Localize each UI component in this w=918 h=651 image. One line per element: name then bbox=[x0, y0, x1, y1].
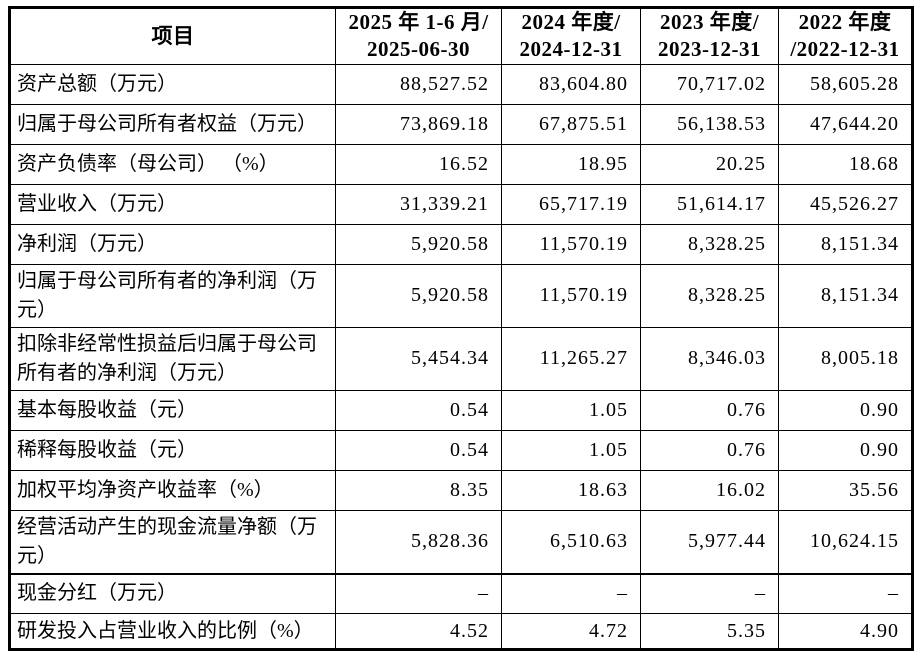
value-cell: 0.54 bbox=[335, 429, 502, 471]
value-cell: 11,570.19 bbox=[501, 223, 641, 265]
value-cell: 5,828.36 bbox=[335, 509, 502, 575]
value-cell: 11,570.19 bbox=[501, 263, 641, 328]
value-cell: 88,527.52 bbox=[335, 63, 502, 105]
value-cell: 0.76 bbox=[640, 429, 779, 471]
value-cell: 5,977.44 bbox=[640, 509, 779, 575]
row-label: 加权平均净资产收益率（%） bbox=[9, 469, 336, 511]
value-cell: 4.72 bbox=[501, 613, 641, 651]
value-cell: 51,614.17 bbox=[640, 183, 779, 225]
table-row-total-assets: 资产总额（万元） 88,527.52 83,604.80 70,717.02 5… bbox=[9, 63, 913, 105]
value-cell: 18.63 bbox=[501, 469, 641, 511]
period-line2: 2023-12-31 bbox=[658, 37, 761, 62]
value-cell: – bbox=[640, 572, 779, 615]
row-label: 净利润（万元） bbox=[9, 223, 336, 265]
row-label: 归属于母公司所有者权益（万元） bbox=[9, 103, 336, 145]
value-cell: 10,624.15 bbox=[778, 509, 913, 575]
row-label: 现金分红（万元） bbox=[9, 572, 336, 615]
value-cell: 1.05 bbox=[501, 389, 641, 431]
period-line2: /2022-12-31 bbox=[790, 37, 900, 62]
value-cell: 5,454.34 bbox=[335, 326, 502, 391]
value-cell: 5,920.58 bbox=[335, 263, 502, 328]
value-cell: 35.56 bbox=[778, 469, 913, 511]
value-cell: 0.54 bbox=[335, 389, 502, 431]
value-cell: 8.35 bbox=[335, 469, 502, 511]
table-row-weighted-roe: 加权平均净资产收益率（%） 8.35 18.63 16.02 35.56 bbox=[9, 469, 913, 511]
col-header-period-2024: 2024 年度/ 2024-12-31 bbox=[501, 7, 641, 65]
financial-summary-table: 项目 2025 年 1-6 月/ 2025-06-30 2024 年度/ 202… bbox=[8, 6, 914, 651]
table-row-diluted-eps: 稀释每股收益（元） 0.54 1.05 0.76 0.90 bbox=[9, 429, 913, 471]
table-row-deducted-net-profit: 扣除非经常性损益后归属于母公司所有者的净利润（万元） 5,454.34 11,2… bbox=[9, 326, 913, 391]
value-cell: 4.90 bbox=[778, 613, 913, 651]
value-cell: 16.02 bbox=[640, 469, 779, 511]
value-cell: 1.05 bbox=[501, 429, 641, 471]
table-row-cash-dividend: 现金分红（万元） – – – – bbox=[9, 572, 913, 615]
value-cell: 83,604.80 bbox=[501, 63, 641, 105]
value-cell: 56,138.53 bbox=[640, 103, 779, 145]
value-cell: 58,605.28 bbox=[778, 63, 913, 105]
header-row: 项目 2025 年 1-6 月/ 2025-06-30 2024 年度/ 202… bbox=[9, 7, 913, 65]
value-cell: 0.90 bbox=[778, 389, 913, 431]
row-label: 基本每股收益（元） bbox=[9, 389, 336, 431]
value-cell: 8,328.25 bbox=[640, 223, 779, 265]
period-line1: 2022 年度 bbox=[798, 10, 892, 34]
row-label: 营业收入（万元） bbox=[9, 183, 336, 225]
row-label: 扣除非经常性损益后归属于母公司所有者的净利润（万元） bbox=[9, 326, 336, 391]
value-cell: 8,328.25 bbox=[640, 263, 779, 328]
period-line1: 2025 年 1-6 月/ bbox=[348, 10, 489, 34]
value-cell: 70,717.02 bbox=[640, 63, 779, 105]
table-row-debt-ratio: 资产负债率（母公司） （%） 16.52 18.95 20.25 18.68 bbox=[9, 143, 913, 185]
period-line2: 2025-06-30 bbox=[367, 37, 470, 62]
value-cell: 4.52 bbox=[335, 613, 502, 651]
table-row-operating-cash-flow: 经营活动产生的现金流量净额（万元） 5,828.36 6,510.63 5,97… bbox=[9, 509, 913, 575]
table-row-basic-eps: 基本每股收益（元） 0.54 1.05 0.76 0.90 bbox=[9, 389, 913, 431]
row-label: 研发投入占营业收入的比例（%） bbox=[9, 613, 336, 651]
value-cell: 18.95 bbox=[501, 143, 641, 185]
value-cell: 67,875.51 bbox=[501, 103, 641, 145]
value-cell: 5.35 bbox=[640, 613, 779, 651]
value-cell: 65,717.19 bbox=[501, 183, 641, 225]
value-cell: 47,644.20 bbox=[778, 103, 913, 145]
value-cell: – bbox=[778, 572, 913, 615]
value-cell: 16.52 bbox=[335, 143, 502, 185]
col-header-period-2023: 2023 年度/ 2023-12-31 bbox=[640, 7, 779, 65]
period-line1: 2024 年度/ bbox=[521, 10, 621, 34]
table-row-revenue: 营业收入（万元） 31,339.21 65,717.19 51,614.17 4… bbox=[9, 183, 913, 225]
table-row-net-profit: 净利润（万元） 5,920.58 11,570.19 8,328.25 8,15… bbox=[9, 223, 913, 265]
col-header-period-2022: 2022 年度 /2022-12-31 bbox=[778, 7, 913, 65]
value-cell: 8,151.34 bbox=[778, 263, 913, 328]
value-cell: 5,920.58 bbox=[335, 223, 502, 265]
value-cell: 0.76 bbox=[640, 389, 779, 431]
financial-summary-table-container: 项目 2025 年 1-6 月/ 2025-06-30 2024 年度/ 202… bbox=[8, 6, 914, 651]
value-cell: 45,526.27 bbox=[778, 183, 913, 225]
row-label: 归属于母公司所有者的净利润（万元） bbox=[9, 263, 336, 328]
period-line2: 2024-12-31 bbox=[519, 37, 623, 62]
value-cell: 8,346.03 bbox=[640, 326, 779, 391]
col-header-item: 项目 bbox=[9, 7, 336, 65]
value-cell: 31,339.21 bbox=[335, 183, 502, 225]
table-row-rd-ratio: 研发投入占营业收入的比例（%） 4.52 4.72 5.35 4.90 bbox=[9, 613, 913, 651]
value-cell: 20.25 bbox=[640, 143, 779, 185]
value-cell: 11,265.27 bbox=[501, 326, 641, 391]
row-label: 资产负债率（母公司） （%） bbox=[9, 143, 336, 185]
value-cell: 8,151.34 bbox=[778, 223, 913, 265]
value-cell: 18.68 bbox=[778, 143, 913, 185]
value-cell: – bbox=[335, 572, 502, 615]
table-row-parent-equity: 归属于母公司所有者权益（万元） 73,869.18 67,875.51 56,1… bbox=[9, 103, 913, 145]
value-cell: 73,869.18 bbox=[335, 103, 502, 145]
row-label: 资产总额（万元） bbox=[9, 63, 336, 105]
value-cell: 8,005.18 bbox=[778, 326, 913, 391]
col-header-period-2025: 2025 年 1-6 月/ 2025-06-30 bbox=[335, 7, 502, 65]
row-label: 经营活动产生的现金流量净额（万元） bbox=[9, 509, 336, 575]
value-cell: – bbox=[501, 572, 641, 615]
value-cell: 0.90 bbox=[778, 429, 913, 471]
table-row-parent-net-profit: 归属于母公司所有者的净利润（万元） 5,920.58 11,570.19 8,3… bbox=[9, 263, 913, 328]
period-line1: 2023 年度/ bbox=[659, 10, 760, 34]
row-label: 稀释每股收益（元） bbox=[9, 429, 336, 471]
value-cell: 6,510.63 bbox=[501, 509, 641, 575]
